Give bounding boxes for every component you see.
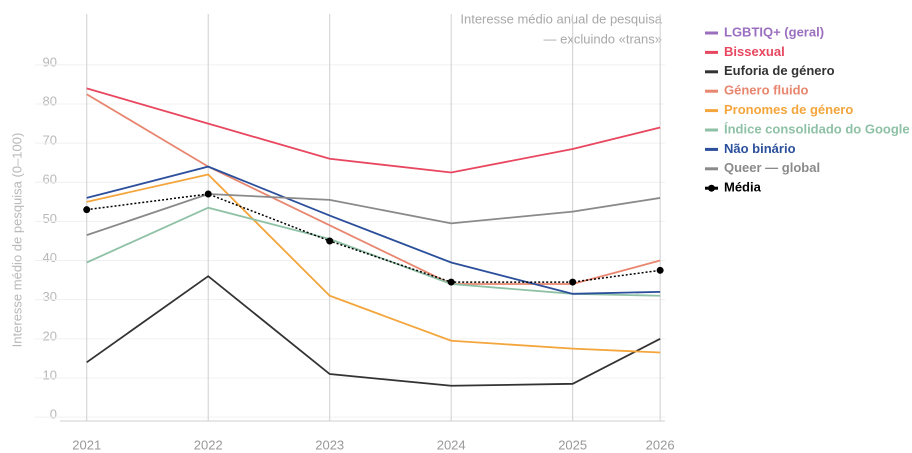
- series-marker: [83, 206, 91, 214]
- y-tick-label: 80: [43, 93, 57, 108]
- series-line: [86, 193, 661, 236]
- x-tick-label: 2026: [646, 437, 675, 452]
- x-tick-label: 2023: [315, 437, 344, 452]
- legend-label: Euforia de género: [724, 63, 835, 78]
- series-line: [86, 165, 661, 295]
- series-line: [86, 193, 661, 283]
- legend-label: Queer — global: [724, 160, 820, 175]
- y-tick-label: 70: [43, 133, 57, 148]
- legend-label: Índice consolidado do Google: [724, 121, 910, 136]
- chart-title: Interesse médio anual de pesquisa: [460, 11, 662, 26]
- y-tick-label: 30: [43, 289, 57, 304]
- x-tick-label: 2022: [194, 437, 223, 452]
- legend-label: Pronomes de género: [724, 102, 853, 117]
- y-tick-label: 40: [43, 250, 57, 265]
- y-tick-label: 20: [43, 328, 57, 343]
- legend-label: Bissexual: [724, 44, 785, 59]
- y-tick-label: 60: [43, 172, 57, 187]
- legend-label: LGBTIQ+ (geral): [724, 24, 824, 39]
- y-axis-label: Interesse médio de pesquisa (0–100): [9, 133, 24, 348]
- series-marker: [447, 278, 455, 286]
- legend-marker: [708, 184, 715, 192]
- x-tick-label: 2021: [72, 437, 101, 452]
- series-marker: [326, 237, 334, 245]
- legend-label: Média: [724, 180, 762, 195]
- chart-title: — excluindo «trans»: [543, 31, 662, 46]
- legend-label: Não binário: [724, 141, 796, 156]
- series-marker: [569, 278, 577, 286]
- series-line: [86, 275, 661, 387]
- y-tick-label: 0: [50, 407, 57, 422]
- y-tick-label: 10: [43, 367, 57, 382]
- y-tick-label: 90: [43, 54, 57, 69]
- series-line: [86, 87, 661, 174]
- x-tick-label: 2025: [558, 437, 587, 452]
- x-tick-label: 2024: [437, 437, 466, 452]
- series-marker: [656, 266, 664, 274]
- series-marker: [204, 190, 212, 198]
- y-tick-label: 50: [43, 211, 57, 226]
- series-line: [86, 173, 661, 354]
- legend-label: Género fluido: [724, 83, 809, 98]
